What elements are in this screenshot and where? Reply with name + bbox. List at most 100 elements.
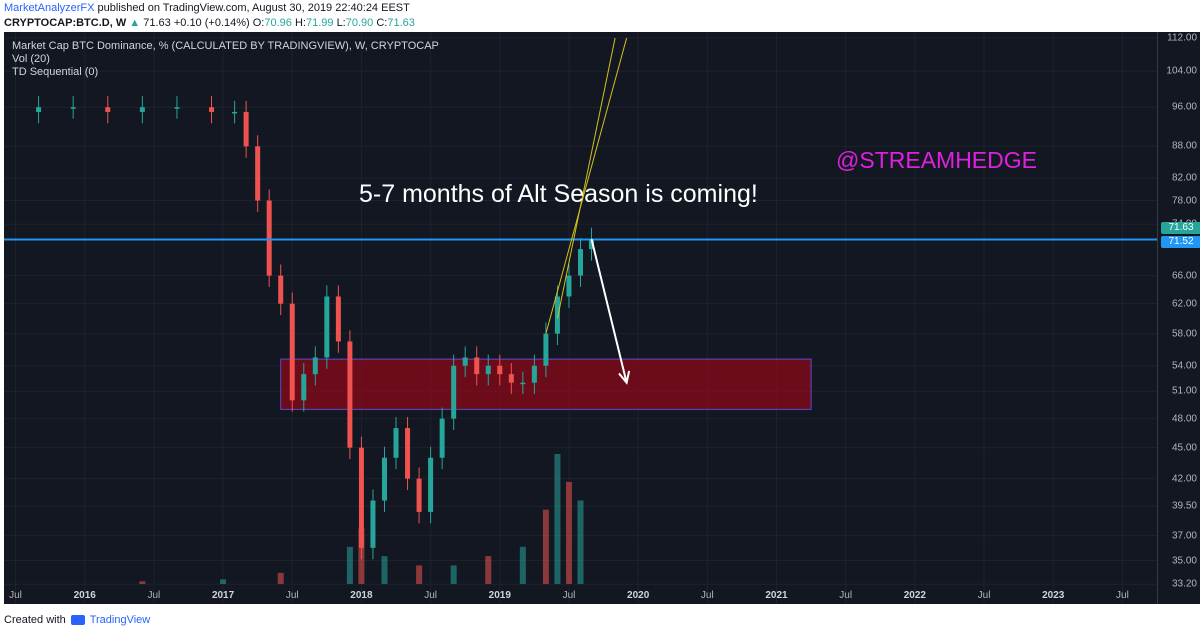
footer-text: Created with TradingView	[4, 614, 150, 626]
open-label: O:	[252, 17, 265, 29]
x-tick-label: 2016	[73, 590, 96, 601]
candle-body	[543, 333, 549, 366]
y-tick-label: 104.00	[1166, 65, 1197, 77]
candle-body	[289, 303, 295, 401]
candle-body	[405, 428, 411, 479]
candle-body	[439, 418, 445, 458]
candle-body	[312, 357, 318, 375]
y-tick-label: 33.20	[1171, 578, 1197, 590]
candle-body	[139, 107, 145, 112]
volume-bar	[416, 565, 423, 584]
low-label: L:	[336, 17, 346, 29]
candle-body	[485, 365, 491, 375]
y-tick-label: 54.00	[1171, 360, 1197, 372]
y-tick-label: 96.00	[1171, 101, 1197, 113]
candle-body	[347, 341, 353, 448]
handle-annotation: @STREAMHEDGE	[836, 147, 1037, 173]
y-tick-label: 78.00	[1171, 195, 1197, 207]
indicator-volume[interactable]: Vol (20)	[12, 53, 50, 65]
created-with-label: Created with	[4, 614, 66, 626]
y-tick-label: 82.00	[1171, 172, 1197, 184]
volume-bar	[277, 572, 284, 584]
x-tick-label: Jul	[9, 590, 22, 601]
x-tick-label: Jul	[285, 590, 299, 601]
chart-plot-area[interactable]: Market Cap BTC Dominance, % (CALCULATED …	[4, 32, 1157, 604]
volume-bar	[554, 454, 561, 584]
x-tick-label: Jul	[1116, 590, 1129, 601]
x-tick-label: Jul	[977, 590, 991, 601]
level-price-tag: 71.52	[1161, 236, 1200, 248]
y-tick-label: 48.00	[1171, 413, 1197, 425]
footer: Created with TradingView	[0, 604, 1200, 633]
candle-body	[266, 200, 272, 276]
candle-body	[370, 500, 376, 548]
y-tick-label: 66.00	[1171, 270, 1197, 282]
tradingview-logo-icon	[70, 615, 85, 626]
candle-body	[278, 275, 284, 304]
x-tick-label: 2021	[765, 590, 788, 601]
y-tick-label: 58.00	[1171, 328, 1197, 340]
candle-body	[474, 357, 480, 375]
headline-annotation: 5-7 months of Alt Season is coming!	[359, 180, 758, 208]
y-tick-label: 39.50	[1171, 500, 1197, 512]
candle-body	[335, 296, 341, 342]
x-tick-label: Jul	[839, 590, 853, 601]
volume-bar	[139, 581, 146, 584]
candle-body	[520, 382, 526, 385]
volume-bar	[220, 579, 227, 584]
volume-bar	[450, 565, 457, 584]
candle-body	[232, 111, 238, 114]
candle-body	[508, 374, 514, 383]
y-tick-label: 51.00	[1171, 385, 1197, 397]
candle-body	[174, 107, 180, 109]
trendline	[556, 37, 616, 319]
x-tick-label: 2022	[903, 590, 926, 601]
candle-body	[324, 296, 330, 358]
candle-body	[301, 374, 307, 401]
change-value: +0.10 (+0.14%)	[173, 17, 250, 29]
high-value: 71.99	[305, 17, 334, 29]
trendline	[545, 37, 628, 334]
candle-body	[358, 447, 364, 548]
candle-body	[588, 238, 594, 250]
tradingview-brand-link[interactable]: TradingView	[89, 614, 151, 626]
indicator-td-sequential[interactable]: TD Sequential (0)	[12, 66, 99, 78]
x-tick-label: 2017	[211, 590, 235, 601]
price-chart-svg	[4, 32, 1157, 604]
volume-bar	[485, 556, 492, 584]
indicator-title: Market Cap BTC Dominance, % (CALCULATED …	[12, 40, 439, 52]
candle-body	[36, 107, 42, 112]
candle-body	[243, 111, 249, 147]
candle-body	[462, 357, 468, 366]
volume-bar	[565, 481, 572, 584]
candle-body	[497, 365, 503, 375]
x-tick-label: 2019	[488, 590, 511, 601]
author-link[interactable]: MarketAnalyzerFX	[4, 2, 95, 14]
y-tick-label: 62.00	[1171, 298, 1197, 310]
candle-body	[209, 107, 215, 112]
ohlc-line: CRYPTOCAP:BTC.D, W ▲ 71.63 +0.10 (+0.14%…	[4, 17, 415, 29]
x-tick-label: 2020	[627, 590, 650, 601]
price-axis[interactable]: 112.00104.0096.0088.0082.0078.0074.0066.…	[1157, 32, 1200, 604]
last-price: 71.63	[143, 17, 171, 29]
y-tick-label: 45.00	[1171, 442, 1197, 454]
candle-body	[451, 365, 457, 419]
y-tick-label: 88.00	[1171, 140, 1197, 152]
x-tick-label: Jul	[147, 590, 161, 601]
y-tick-label: 35.00	[1171, 555, 1197, 567]
x-tick-label: 2018	[350, 590, 373, 601]
candle-body	[105, 107, 111, 112]
projection-arrow-line	[590, 238, 628, 383]
volume-bar	[346, 546, 353, 584]
y-tick-label: 112.00	[1167, 32, 1197, 44]
candle-body	[70, 107, 76, 109]
volume-bar	[519, 546, 526, 584]
candle-body	[416, 478, 422, 512]
published-text: published on TradingView.com, August 30,…	[97, 2, 410, 14]
candle-body	[531, 365, 537, 383]
publish-line: MarketAnalyzerFX published on TradingVie…	[4, 2, 410, 14]
volume-bar	[577, 500, 584, 584]
candle-body	[578, 249, 583, 276]
x-tick-label: Jul	[562, 590, 576, 601]
candle-body	[255, 146, 261, 201]
